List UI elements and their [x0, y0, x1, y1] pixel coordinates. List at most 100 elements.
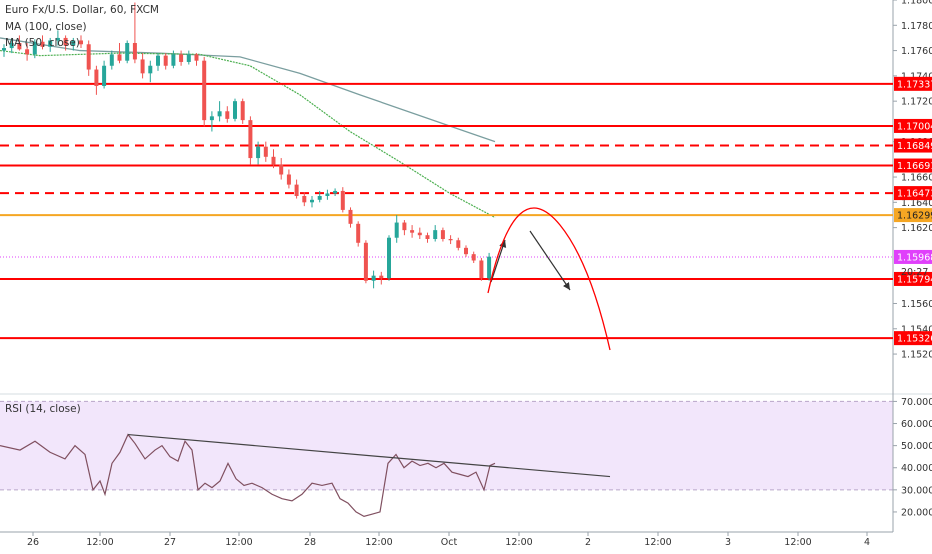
price-tick-label: 1.15600 [901, 299, 932, 310]
time-tick-label: 3 [725, 537, 731, 548]
candle-body [209, 116, 214, 121]
symbol-legend[interactable]: Euro Fx/U.S. Dollar, 60, FXCM [5, 4, 159, 16]
candle-body [425, 235, 430, 239]
candle-body [40, 41, 45, 47]
level-label-6: 1.15794 [897, 274, 932, 285]
ma100-legend[interactable]: MA (100, close) [5, 21, 87, 33]
current-price-label: 1.15968 [897, 252, 932, 263]
candle-body [109, 54, 114, 66]
candle-body [448, 238, 453, 241]
time-tick-label: 12:00 [505, 537, 532, 548]
candle-body [317, 196, 322, 200]
price-tick-label: 1.15200 [901, 350, 932, 361]
candle-body [394, 222, 399, 238]
level-tag-0 [894, 76, 932, 91]
candle-body [32, 41, 37, 55]
candle-body [440, 230, 445, 239]
time-tick-label: 2 [585, 537, 591, 548]
candle-body [2, 48, 6, 51]
candle-body [94, 69, 99, 86]
level-tag-5 [894, 208, 932, 223]
time-tick-label: 4 [864, 537, 870, 548]
candle-body [286, 174, 291, 185]
candle-body [86, 44, 91, 70]
ma100-line [0, 37, 496, 143]
level-tag-2 [894, 138, 932, 153]
level-label-4: 1.16473 [897, 189, 932, 200]
candle-body [487, 256, 492, 279]
level-label-7: 1.15326 [897, 334, 932, 345]
level-tag-4 [894, 186, 932, 201]
level-tag-3 [894, 158, 932, 173]
time-tick-label: 12:00 [365, 537, 392, 548]
bottom-cut-label: 1.14980 [897, 377, 932, 388]
candle-body [356, 223, 361, 243]
candle-body [140, 59, 145, 74]
rsi-tick-label: 40.0000 [901, 463, 932, 474]
time-tick-label: 12:00 [225, 537, 252, 548]
candle-body [217, 111, 222, 117]
projection-arrow-down [529, 230, 571, 291]
price-tick-label: 1.16400 [901, 198, 932, 209]
candle-body [48, 40, 53, 47]
candle-body [410, 230, 415, 233]
time-tick-label: 12:00 [86, 537, 113, 548]
time-tick-label: 12:00 [784, 537, 811, 548]
rsi-tick-label: 60.0000 [901, 419, 932, 430]
candle-body [256, 146, 261, 159]
candle-body [55, 37, 60, 41]
level-label-1: 1.17004 [897, 121, 932, 132]
rsi-line [0, 433, 496, 518]
candle-body [102, 65, 107, 86]
candle-body [163, 55, 168, 66]
rsi-tick-label: 50.0000 [901, 441, 932, 452]
price-tick-label: 1.15400 [901, 324, 932, 335]
level-label-0: 1.17337 [897, 79, 932, 90]
candle-body [125, 42, 130, 61]
candle-body [456, 240, 461, 248]
candle-body [402, 222, 407, 231]
time-tick-label: 26 [27, 537, 39, 548]
rsi-tick-label: 70.0000 [901, 397, 932, 408]
candle-body [371, 275, 376, 281]
rsi-tick-label: 20.0000 [901, 507, 932, 518]
ma50-legend[interactable]: MA (50, close) [5, 37, 80, 49]
candle-body [302, 196, 307, 203]
candle-body [248, 120, 253, 159]
candle-body [333, 190, 338, 194]
price-tick-label: 1.16200 [901, 223, 932, 234]
price-tick-label: 1.17800 [901, 21, 932, 32]
time-tick-label: 12:00 [644, 537, 671, 548]
time-tick-label: 27 [164, 537, 176, 548]
price-tick-label: 1.17200 [901, 97, 932, 108]
price-tick-label: 1.17600 [901, 46, 932, 57]
candle-body [363, 242, 368, 281]
candle-body [271, 156, 276, 165]
candle-body [194, 54, 199, 61]
candle-body [9, 42, 14, 49]
candle-body [117, 54, 122, 61]
level-tag-7 [894, 331, 932, 346]
current-price-tag [894, 249, 932, 264]
candle-body [71, 40, 76, 46]
candle-body [171, 54, 176, 66]
candle-body [179, 54, 184, 62]
rsi-trendline [127, 433, 611, 478]
candle-body [148, 65, 153, 74]
projection-curve [487, 207, 611, 351]
candle-body [379, 275, 384, 279]
candle-body [225, 111, 230, 119]
candle-body [79, 40, 83, 45]
countdown-label: 20:27 [901, 267, 928, 278]
candle-body [417, 232, 422, 236]
candle-body [340, 190, 345, 210]
candle-body [263, 146, 268, 157]
level-label-2: 1.16849 [897, 141, 932, 152]
time-tick-label: Oct [441, 537, 458, 548]
rsi-legend[interactable]: RSI (14, close) [5, 403, 81, 415]
ma50-line [0, 49, 496, 219]
candle-body [387, 237, 391, 279]
candle-body [325, 193, 330, 196]
